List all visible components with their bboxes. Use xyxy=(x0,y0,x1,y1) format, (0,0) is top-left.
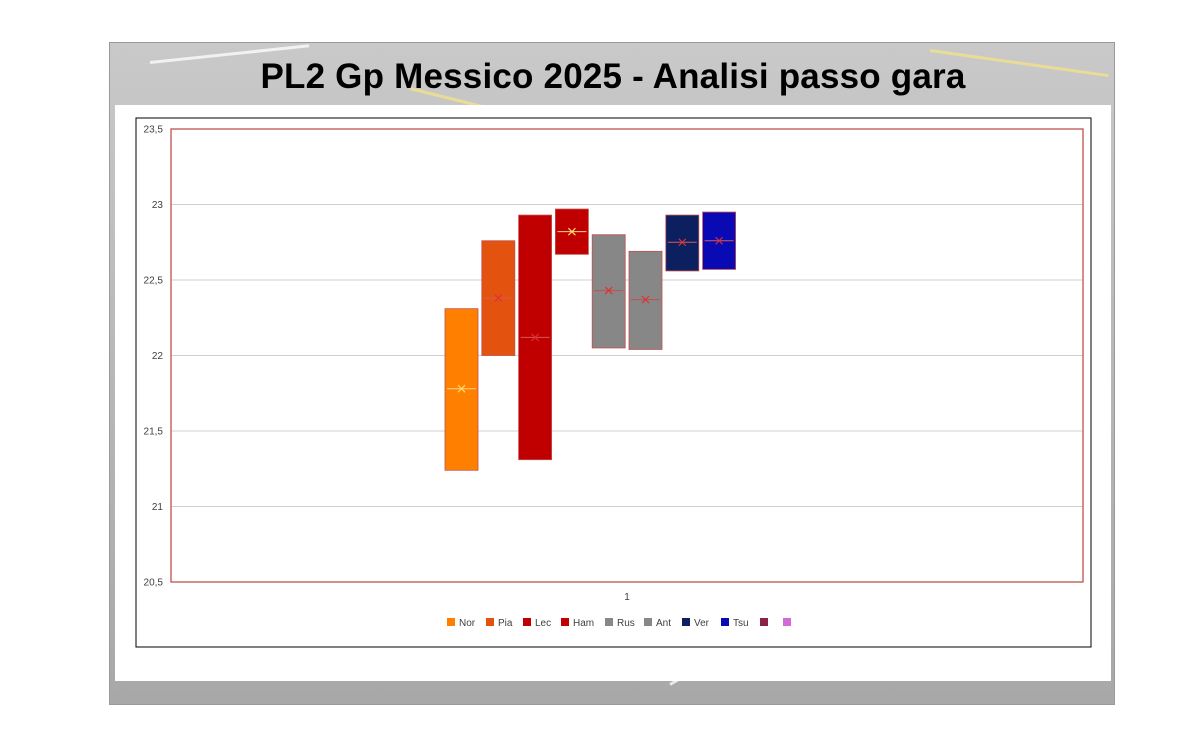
y-tick-label: 21,5 xyxy=(144,427,164,438)
mean-marker xyxy=(678,238,687,247)
mean-marker xyxy=(567,227,576,236)
mean-marker xyxy=(494,294,503,303)
legend-label: Ver xyxy=(694,618,710,629)
legend-label: Ham xyxy=(573,618,594,629)
y-tick-label: 20,5 xyxy=(144,578,164,589)
legend-label: Pia xyxy=(498,618,513,629)
legend-swatch xyxy=(783,618,791,626)
box-tsu xyxy=(702,211,736,270)
legend-swatch xyxy=(561,618,569,626)
legend-swatch xyxy=(644,618,652,626)
x-category-label: 1 xyxy=(624,592,630,603)
y-tick-label: 23,5 xyxy=(144,125,164,136)
legend-swatch xyxy=(605,618,613,626)
mean-marker xyxy=(531,333,540,342)
legend-swatch xyxy=(721,618,729,626)
legend-swatch xyxy=(447,618,455,626)
box-pia xyxy=(481,240,516,356)
legend-label: Nor xyxy=(459,618,476,629)
mean-marker xyxy=(715,236,724,245)
slide-background: PL2 Gp Messico 2025 - Analisi passo gara… xyxy=(109,42,1115,705)
mean-marker xyxy=(604,286,613,295)
legend-label: Lec xyxy=(535,618,551,629)
y-tick-label: 22 xyxy=(152,351,164,362)
box-ham xyxy=(554,208,589,255)
legend-label: Tsu xyxy=(733,618,749,629)
box-nor xyxy=(444,308,479,471)
legend-swatch xyxy=(682,618,690,626)
box-ver xyxy=(665,214,700,272)
box-rus xyxy=(591,234,626,349)
y-tick-label: 21 xyxy=(152,502,164,513)
boxes xyxy=(444,208,736,471)
box-lec xyxy=(518,214,553,461)
chart-area-border xyxy=(135,117,1092,648)
y-tick-label: 22,5 xyxy=(144,276,164,287)
mean-marker xyxy=(457,384,466,393)
legend-swatch xyxy=(486,618,494,626)
plot-area-border xyxy=(170,128,1084,583)
legend-swatch xyxy=(760,618,768,626)
legend-swatch xyxy=(523,618,531,626)
box-chart: 20,5 21 21,5 22 22,5 23 23,5 1 Nor Pia Lec Ham Rus… xyxy=(135,117,1092,648)
mean-marker xyxy=(641,295,650,304)
legend-label: Rus xyxy=(617,618,635,629)
slide-title: PL2 Gp Messico 2025 - Analisi passo gara xyxy=(260,57,966,96)
y-tick-label: 23 xyxy=(152,200,164,211)
legend-label: Ant xyxy=(656,618,671,629)
box-ant xyxy=(628,250,663,350)
chart-panel: 20,5 21 21,5 22 22,5 23 23,5 1 Nor Pia Lec Ham Rus… xyxy=(115,105,1111,681)
y-axis-ticks: 20,5 21 21,5 22 22,5 23 23,5 xyxy=(144,125,164,589)
gridlines xyxy=(171,204,1083,507)
legend: Nor Pia Lec Ham Rus Ant Ver Tsu xyxy=(447,618,791,629)
